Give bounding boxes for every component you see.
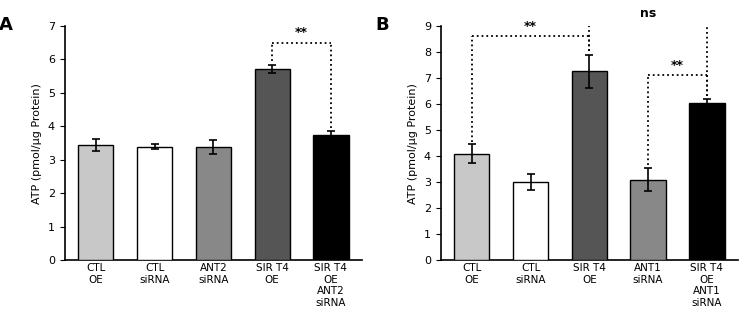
Bar: [137, 146, 172, 261]
Bar: [454, 154, 489, 261]
Bar: [196, 147, 231, 261]
Text: ns: ns: [640, 7, 656, 20]
Bar: [630, 180, 666, 261]
Bar: [255, 69, 290, 261]
Bar: [513, 182, 548, 261]
Bar: [571, 72, 607, 261]
Text: B: B: [375, 16, 389, 34]
Y-axis label: ATP (pmol/μg Protein): ATP (pmol/μg Protein): [32, 83, 42, 203]
Text: **: **: [671, 59, 684, 72]
Text: **: **: [524, 20, 537, 33]
Y-axis label: ATP (pmol/μg Protein): ATP (pmol/μg Protein): [408, 83, 418, 203]
Bar: [689, 103, 725, 261]
Bar: [314, 135, 349, 261]
Text: A: A: [0, 16, 13, 34]
Bar: [78, 145, 113, 261]
Text: **: **: [295, 26, 308, 39]
